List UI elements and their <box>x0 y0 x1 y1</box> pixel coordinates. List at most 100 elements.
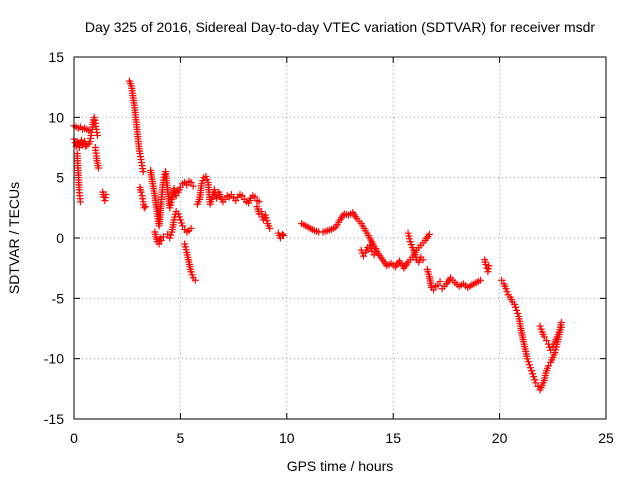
data-point <box>547 346 555 354</box>
data-point <box>94 164 102 172</box>
data-point <box>102 191 110 199</box>
data-point <box>482 261 490 269</box>
data-point <box>367 244 375 252</box>
data-point <box>202 172 210 180</box>
data-point <box>189 182 197 190</box>
data-point <box>502 285 510 293</box>
data-point <box>372 245 380 253</box>
data-point <box>536 322 544 330</box>
data-point <box>406 238 414 246</box>
data-point <box>557 323 565 331</box>
data-point <box>485 262 493 270</box>
data-point <box>434 281 442 289</box>
data-point <box>141 203 149 211</box>
data-point <box>514 309 522 317</box>
data-point <box>172 192 180 200</box>
data-point <box>213 194 221 202</box>
data-point <box>530 373 538 381</box>
x-tick-label: 25 <box>598 430 614 446</box>
data-point <box>280 232 288 240</box>
x-tick-label: 5 <box>177 430 185 446</box>
data-point <box>358 249 366 257</box>
x-tick-label: 20 <box>492 430 508 446</box>
data-points <box>70 77 565 394</box>
data-point <box>476 276 484 284</box>
x-tick-label: 15 <box>385 430 401 446</box>
y-tick-label: -10 <box>44 351 64 367</box>
data-point <box>546 343 554 351</box>
data-point <box>512 303 520 311</box>
data-point <box>407 241 415 249</box>
data-point <box>177 219 185 227</box>
data-point <box>525 361 533 369</box>
data-point <box>366 241 374 249</box>
y-tick-label: 5 <box>56 170 64 186</box>
data-point <box>523 355 531 363</box>
data-point <box>199 177 207 185</box>
data-point <box>176 183 184 191</box>
data-point <box>176 216 184 224</box>
data-point <box>537 325 545 333</box>
data-point <box>524 358 532 366</box>
data-point <box>370 251 378 259</box>
data-point <box>526 364 534 372</box>
data-point <box>532 379 540 387</box>
data-point <box>137 188 145 196</box>
data-point <box>187 224 195 232</box>
data-point <box>359 252 367 260</box>
data-point <box>545 362 553 370</box>
data-point <box>534 382 542 390</box>
data-point <box>76 198 84 206</box>
data-point <box>419 256 427 264</box>
data-point <box>188 271 196 279</box>
y-tick-label: 0 <box>56 230 64 246</box>
data-point <box>203 175 211 183</box>
data-point <box>542 337 550 345</box>
data-point <box>93 131 101 139</box>
data-point <box>221 195 229 203</box>
data-point <box>164 230 172 238</box>
data-point <box>503 288 511 296</box>
plot-frame <box>73 56 607 420</box>
data-point <box>266 224 274 232</box>
data-point <box>531 376 539 384</box>
data-point <box>174 210 182 218</box>
data-point <box>529 370 537 378</box>
data-point <box>255 198 263 206</box>
data-point <box>513 306 521 314</box>
data-point <box>528 367 536 375</box>
data-point <box>371 248 379 256</box>
data-point <box>166 234 174 242</box>
data-point <box>187 268 195 276</box>
data-point <box>540 333 548 341</box>
data-point <box>425 230 433 238</box>
data-point <box>430 286 438 294</box>
data-point <box>157 236 165 244</box>
x-tick-label: 0 <box>70 430 78 446</box>
data-point <box>139 168 147 176</box>
chart-title: Day 325 of 2016, Sidereal Day-to-day VTE… <box>85 19 595 35</box>
data-point <box>198 180 206 188</box>
x-tick-label: 10 <box>279 430 295 446</box>
data-point <box>232 197 240 205</box>
y-axis-label: SDTVAR / TECUs <box>6 182 22 294</box>
data-point <box>227 191 235 199</box>
data-point <box>510 300 518 308</box>
data-point <box>183 181 191 189</box>
data-point <box>167 231 175 239</box>
data-point <box>238 192 246 200</box>
data-point <box>179 222 187 230</box>
data-point <box>498 276 506 284</box>
data-point <box>368 247 376 255</box>
y-tick-label: -15 <box>44 411 64 427</box>
data-point <box>159 233 167 241</box>
data-point <box>191 276 199 284</box>
data-point <box>436 277 444 285</box>
data-point <box>140 204 148 212</box>
data-point <box>251 193 259 201</box>
y-tick-label: 15 <box>48 49 64 65</box>
data-point <box>175 213 183 221</box>
data-point <box>279 230 287 238</box>
x-axis-label: GPS time / hours <box>287 458 394 474</box>
y-tick-label: 10 <box>48 109 64 125</box>
